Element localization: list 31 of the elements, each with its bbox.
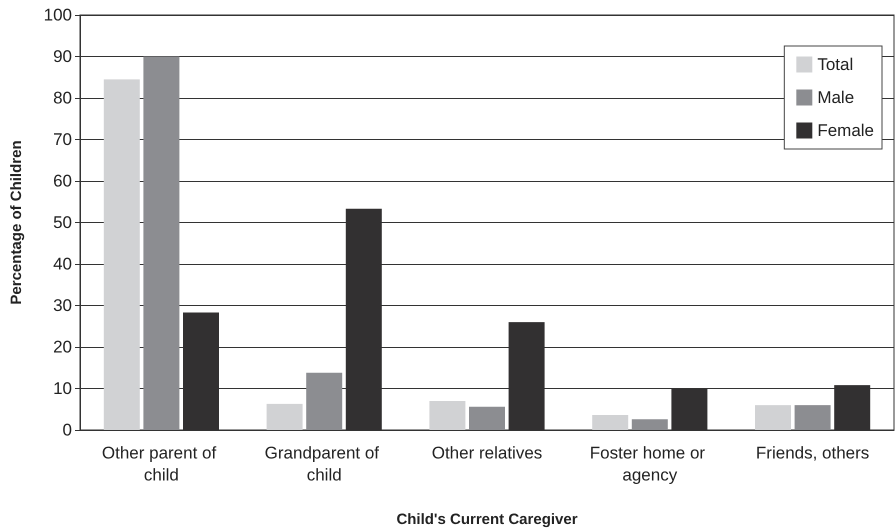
y-tick-label: 40: [53, 254, 72, 274]
bar: [632, 419, 668, 430]
bar: [266, 404, 303, 430]
x-tick-label: Foster home or agency: [590, 444, 710, 484]
y-tick-label: 60: [53, 172, 72, 190]
y-tick-label: 20: [53, 338, 72, 356]
y-tick-label: 100: [44, 6, 72, 24]
y-axis-title: Percentage of Children: [8, 140, 25, 305]
x-tick-label: Other relatives: [432, 444, 542, 462]
y-tick-label: 0: [62, 420, 72, 440]
legend-label: Male: [817, 88, 854, 107]
legend-label: Female: [817, 121, 874, 140]
y-tick-label: 70: [53, 130, 72, 149]
bar: [469, 406, 505, 430]
bar: [794, 405, 831, 430]
bar: [104, 79, 140, 430]
bar: [755, 405, 791, 430]
x-axis-title: Child's Current Caregiver: [396, 511, 578, 528]
y-tick-label: 80: [53, 88, 72, 108]
y-tick-label: 50: [53, 213, 72, 232]
x-tick-label: Grandparent of child: [264, 444, 384, 484]
y-tick-label: 30: [53, 296, 72, 315]
bar: [592, 415, 628, 430]
bar: [306, 372, 342, 430]
bar: [143, 56, 180, 430]
bar: [429, 400, 466, 430]
x-tick-label: Friends, others: [756, 444, 870, 462]
x-tick-label: Other parent of child: [102, 444, 221, 484]
y-tick-label: 10: [53, 379, 72, 398]
y-tick-label: 90: [53, 47, 72, 66]
legend-label: Total: [817, 55, 854, 74]
